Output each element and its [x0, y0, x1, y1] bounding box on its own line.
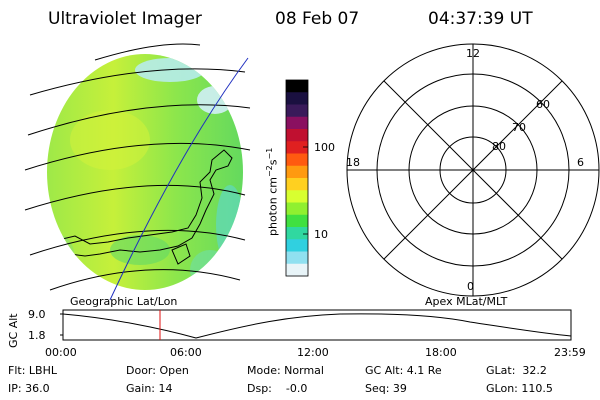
colorbar-tick-10: 10	[314, 228, 328, 241]
colorbar-swatch	[286, 227, 308, 240]
meridian-line	[109, 57, 249, 301]
polar-hour-0: 0	[467, 280, 474, 293]
footer-dsp: Dsp: -0.0	[247, 382, 308, 395]
polar-hour-6: 6	[577, 156, 584, 169]
footer-flt: Flt: LBHL	[8, 364, 57, 377]
footer-gain: Gain: 14	[126, 382, 173, 395]
footer-ip: IP: 36.0	[8, 382, 50, 395]
colorbar-swatch	[286, 239, 308, 253]
footer-mode: Mode: Normal	[247, 364, 324, 377]
footer-glon: GLon: 110.5	[486, 382, 553, 395]
footer-seq: Seq: 39	[365, 382, 407, 395]
timeline-x-2359: 23:59	[554, 346, 586, 359]
date-label: 08 Feb 07	[275, 9, 360, 29]
earth-panel-label: Geographic Lat/Lon	[70, 295, 178, 308]
colorbar-tick-100: 100	[314, 141, 335, 154]
colorbar-swatch	[286, 80, 308, 93]
instrument-title: Ultraviolet Imager	[48, 9, 202, 29]
timeline-y-1-8: 1.8	[28, 329, 46, 342]
polar-hour-18: 18	[346, 156, 360, 169]
timeline-frame	[62, 309, 572, 341]
timeline-x-00: 00:00	[45, 346, 77, 359]
colorbar-swatch	[286, 104, 308, 118]
timeline-y-9: 9.0	[28, 308, 46, 321]
footer-door: Door: Open	[126, 364, 189, 377]
footer-glat: GLat: 32.2	[486, 364, 547, 377]
footer-gcalt: GC Alt: 4.1 Re	[365, 364, 442, 377]
colorbar-swatch	[286, 165, 308, 179]
colorbar-swatch	[286, 214, 308, 228]
colorbar-unit-label: photon cm−2s−1	[265, 147, 280, 236]
polar-hour-12: 12	[466, 47, 480, 60]
timeline-axis-title: GC Alt	[7, 313, 20, 348]
polar-lat-80: 80	[492, 140, 506, 153]
timeline-x-12: 12:00	[297, 346, 329, 359]
colorbar-swatch	[286, 251, 308, 265]
earth-image	[47, 54, 243, 290]
colorbar-swatch	[286, 141, 308, 155]
altitude-curve	[62, 313, 572, 339]
timeline-x-06: 06:00	[170, 346, 202, 359]
colorbar-swatch	[286, 202, 308, 216]
polar-lat-70: 70	[512, 121, 526, 134]
colorbar-swatch	[286, 263, 308, 277]
colorbar-swatch	[286, 178, 308, 191]
timeline-x-18: 18:00	[425, 346, 457, 359]
graticule	[24, 43, 251, 291]
time-label: 04:37:39 UT	[428, 9, 533, 29]
colorbar-swatch	[286, 92, 308, 106]
colorbar-swatch	[286, 129, 308, 142]
colorbar-swatch	[286, 190, 308, 204]
colorbar-swatch	[286, 116, 308, 130]
polar-lat-60: 60	[536, 98, 550, 111]
colorbar-swatch	[286, 153, 308, 167]
polar-panel-label: Apex MLat/MLT	[425, 295, 508, 308]
colorbar	[286, 80, 308, 277]
polar-plot	[346, 43, 600, 297]
